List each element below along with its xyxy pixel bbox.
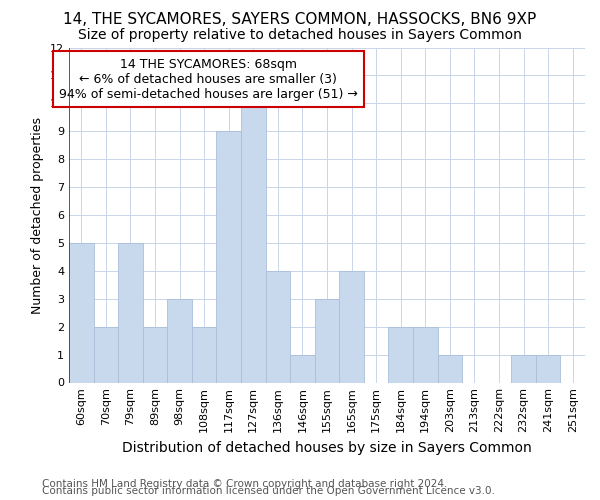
Bar [511,354,536,382]
Y-axis label: Number of detached properties: Number of detached properties [31,116,44,314]
X-axis label: Distribution of detached houses by size in Sayers Common: Distribution of detached houses by size … [122,441,532,455]
Bar [266,271,290,382]
Text: 14, THE SYCAMORES, SAYERS COMMON, HASSOCKS, BN6 9XP: 14, THE SYCAMORES, SAYERS COMMON, HASSOC… [64,12,536,28]
Bar [143,326,167,382]
Bar [536,354,560,382]
Bar [192,326,217,382]
Bar [339,271,364,382]
Bar [290,354,315,382]
Text: 14 THE SYCAMORES: 68sqm
← 6% of detached houses are smaller (3)
94% of semi-deta: 14 THE SYCAMORES: 68sqm ← 6% of detached… [59,58,358,100]
Text: Contains public sector information licensed under the Open Government Licence v3: Contains public sector information licen… [42,486,495,496]
Bar [241,104,266,382]
Bar [167,298,192,382]
Text: Contains HM Land Registry data © Crown copyright and database right 2024.: Contains HM Land Registry data © Crown c… [42,479,448,489]
Text: Size of property relative to detached houses in Sayers Common: Size of property relative to detached ho… [78,28,522,42]
Bar [315,298,339,382]
Bar [217,131,241,382]
Bar [437,354,462,382]
Bar [94,326,118,382]
Bar [388,326,413,382]
Bar [118,243,143,382]
Bar [413,326,437,382]
Bar [69,243,94,382]
